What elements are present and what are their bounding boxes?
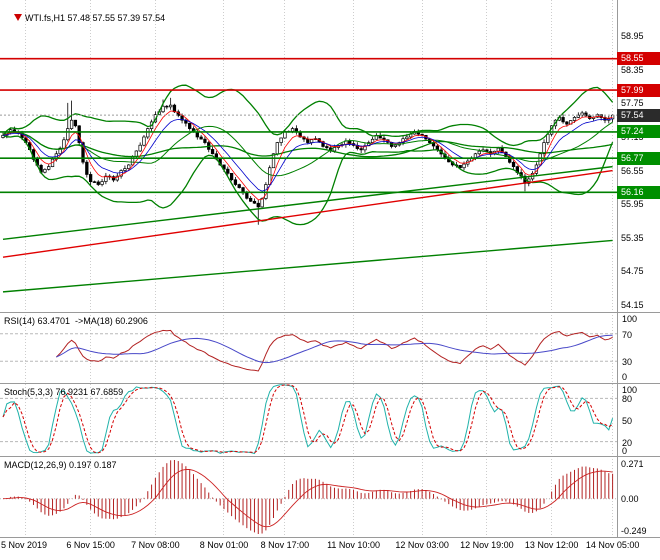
- price-level-tag: 57.99: [617, 83, 660, 97]
- price-axis-tick: 54.75: [621, 266, 644, 277]
- symbol-icon: [14, 14, 23, 21]
- price-axis-tick: 57.75: [621, 98, 644, 109]
- price-axis-tick: 58.35: [621, 64, 644, 75]
- time-axis-label: 6 Nov 15:00: [66, 540, 115, 550]
- stoch-axis-tick: 50: [622, 416, 633, 426]
- stoch-axis-tick: 0: [622, 446, 628, 456]
- rsi-axis-tick: 70: [622, 329, 633, 340]
- price-axis-tick: 54.15: [621, 299, 644, 310]
- rsi-axis-tick: 0: [622, 372, 628, 382]
- time-axis-label: 5 Nov 2019: [1, 540, 48, 550]
- stoch-axis-tick: 20: [622, 437, 633, 448]
- symbol-header: WTI.fs,H1 57.48 57.55 57.39 57.54: [4, 3, 165, 33]
- stoch-axis-tick: 100: [622, 385, 638, 395]
- time-axis-label: 13 Nov 12:00: [524, 540, 579, 550]
- price-level-tag: 56.77: [617, 151, 660, 165]
- time-axis-label: 14 Nov 05:00: [585, 540, 640, 550]
- macd-axis-tick: 0.00: [621, 493, 639, 504]
- macd-axis-tick: 0.271: [621, 459, 644, 469]
- time-axis-label: 12 Nov 19:00: [460, 540, 514, 550]
- price-axis-tick: 56.55: [621, 165, 644, 176]
- rsi-header: RSI(14) 63.4701 ->MA(18) 60.2906: [4, 316, 148, 326]
- price-axis-tick: 58.95: [621, 31, 644, 42]
- time-axis-label: 8 Nov 01:00: [199, 540, 249, 550]
- time-axis-label: 11 Nov 10:00: [327, 540, 380, 550]
- price-level-tag: 56.16: [617, 185, 660, 199]
- macd-header: MACD(12,26,9) 0.197 0.187: [4, 460, 117, 470]
- rsi-axis-tick: 100: [622, 314, 638, 324]
- stoch-header: Stoch(5,3,3) 76.9231 67.6859: [4, 387, 124, 397]
- current-price-tag: 57.54: [617, 108, 660, 122]
- time-axis-label: 7 Nov 08:00: [131, 540, 180, 550]
- time-axis-label: 12 Nov 03:00: [395, 540, 449, 550]
- stoch-axis-tick: 80: [622, 394, 633, 405]
- price-axis-tick: 55.95: [621, 199, 644, 210]
- price-axis-tick: 55.35: [621, 232, 644, 243]
- time-axis-label: 8 Nov 17:00: [260, 540, 310, 550]
- rsi-axis-tick: 30: [622, 357, 633, 368]
- macd-axis-tick: -0.249: [621, 526, 647, 536]
- symbol-ohlc-text: WTI.fs,H1 57.48 57.55 57.39 57.54: [25, 13, 166, 23]
- price-level-tag: 58.55: [617, 52, 660, 66]
- price-level-tag: 57.24: [617, 125, 660, 139]
